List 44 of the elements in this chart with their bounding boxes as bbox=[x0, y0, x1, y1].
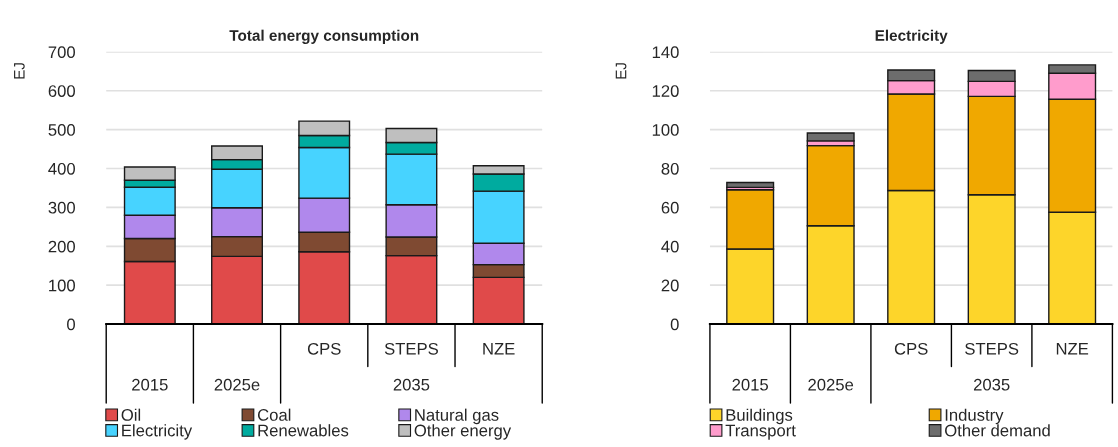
legend-label: Renewables bbox=[258, 424, 349, 437]
y-tick-label: 700 bbox=[48, 46, 76, 59]
y-tick-label: 40 bbox=[661, 240, 679, 253]
x-tick-label: NZE bbox=[483, 343, 515, 355]
x-tick-label: CPS bbox=[307, 342, 341, 355]
legend-label: Natural gas bbox=[415, 408, 499, 425]
text: 2035 bbox=[393, 378, 430, 391]
legend-label: Transport bbox=[725, 424, 796, 440]
legend-label: Coal bbox=[257, 408, 291, 421]
y-tick-label: 0 bbox=[67, 318, 75, 331]
y-tick-label: 500 bbox=[48, 124, 76, 136]
y-tick-label: 80 bbox=[661, 162, 679, 175]
y-tick-label: 200 bbox=[48, 240, 76, 253]
legend-label: Industry bbox=[945, 408, 1004, 425]
y-tick-label: 20 bbox=[661, 279, 679, 292]
text: 2035 bbox=[973, 378, 1010, 391]
legend-label: Buildings bbox=[726, 408, 793, 425]
legend-label: Other energy bbox=[414, 424, 512, 440]
y-tick-label: 100 bbox=[49, 279, 76, 292]
x-tick-label: 2025e bbox=[808, 378, 854, 391]
bar bbox=[806, 132, 855, 142]
chart-title: Total energy consumption bbox=[229, 29, 419, 44]
bar bbox=[726, 181, 775, 189]
chart-title: Electricity bbox=[875, 29, 948, 44]
y-tick-label: 600 bbox=[48, 85, 76, 97]
y-tick-label: 120 bbox=[652, 85, 679, 97]
x-tick-label: 2015 bbox=[732, 378, 769, 391]
x-tick-label: CPS bbox=[894, 342, 928, 355]
legend-label: Electricity bbox=[122, 424, 193, 440]
y-axis-title: EJ bbox=[615, 63, 627, 79]
x-tick-label: STEPS bbox=[965, 342, 1019, 355]
y-axis-title: EJ bbox=[14, 63, 25, 79]
y-tick-label: 400 bbox=[48, 162, 76, 175]
x-tick-label: 2015 bbox=[132, 378, 168, 391]
x-tick-label: 2025e bbox=[214, 378, 260, 391]
y-tick-label: 60 bbox=[661, 201, 679, 214]
legend-label: Other demand bbox=[945, 424, 1050, 437]
legend-label: Oil bbox=[121, 408, 141, 421]
x-tick-label: STEPS bbox=[384, 342, 438, 355]
y-tick-label: 100 bbox=[652, 124, 679, 136]
y-tick-label: 0 bbox=[670, 318, 679, 331]
x-tick-label: NZE bbox=[1056, 343, 1089, 355]
y-tick-label: 300 bbox=[48, 201, 76, 214]
y-tick-label: 140 bbox=[652, 46, 679, 59]
